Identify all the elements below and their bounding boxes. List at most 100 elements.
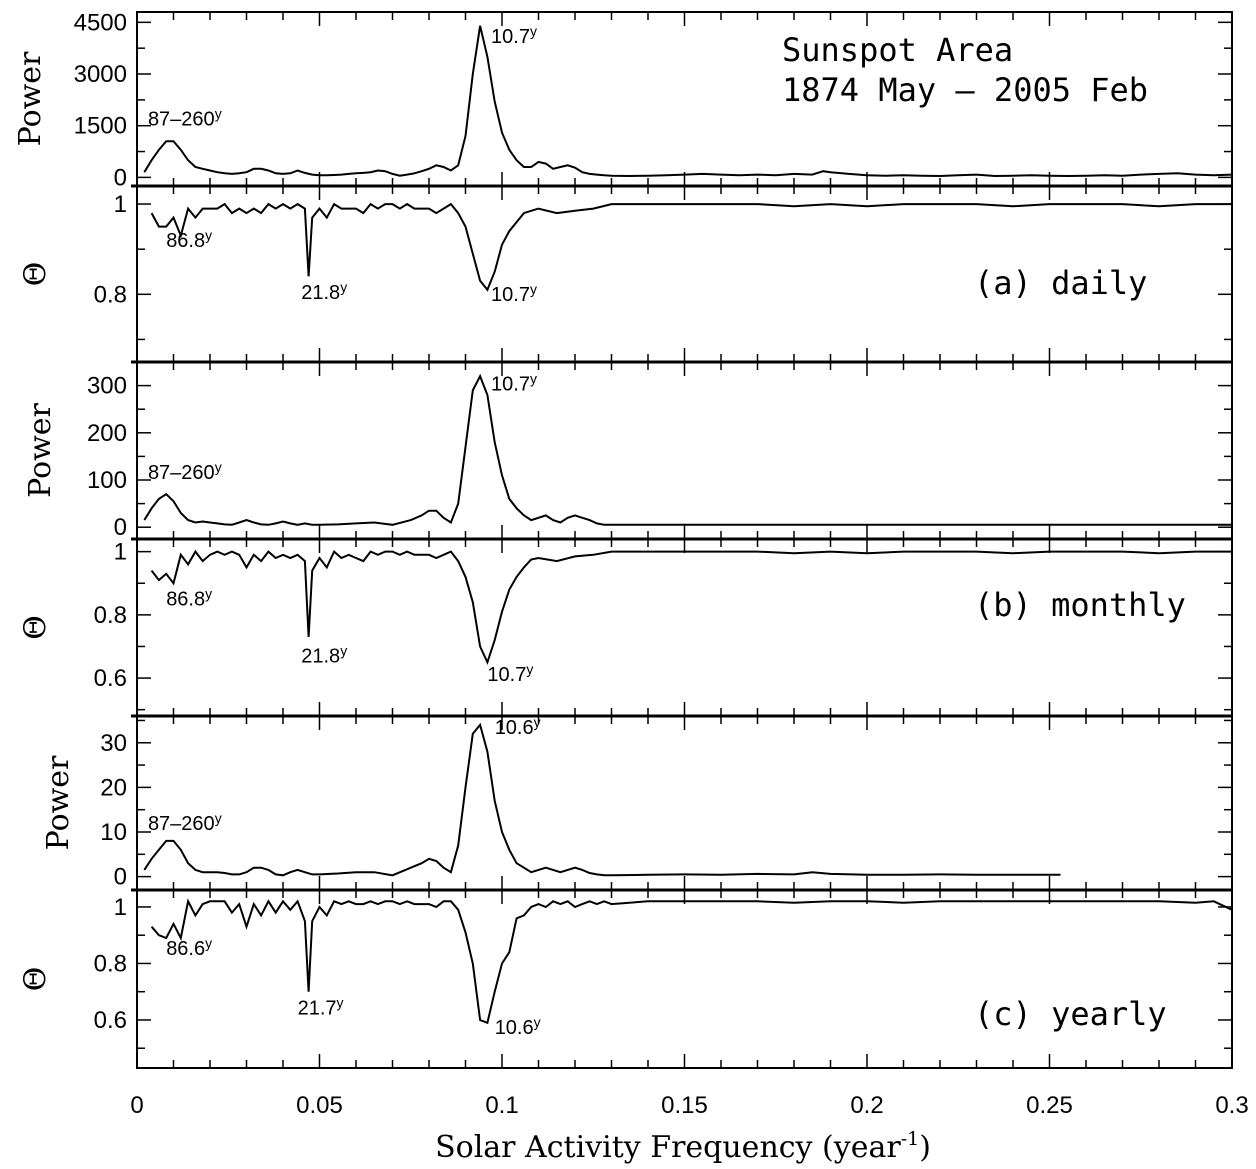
- series-line: [143, 373, 1232, 526]
- y-axis-label: Power: [41, 755, 76, 850]
- chart-title-line-2: 1874 May – 2005 Feb: [782, 71, 1148, 109]
- peak-annotation: 21.8y: [301, 642, 347, 667]
- x-axis-label-superscript: -1: [901, 1128, 920, 1150]
- panel-frame: [136, 715, 1233, 891]
- x-axis-label-main: Solar Activity Frequency (year: [435, 1130, 901, 1165]
- peak-annotation-text: 10.7: [491, 284, 530, 306]
- peak-annotation-superscript: y: [205, 585, 212, 601]
- y-tick-label: 1: [114, 894, 127, 921]
- y-tick-label: 200: [87, 420, 127, 447]
- x-tick-label: 0.05: [296, 1092, 343, 1119]
- peak-annotation-superscript: y: [526, 661, 533, 677]
- peak-annotation-text: 10.7: [491, 26, 530, 48]
- y-tick-label: 0: [114, 164, 127, 191]
- y-tick-label: 30: [100, 730, 127, 757]
- peak-annotation: 21.8y: [301, 279, 347, 304]
- peak-annotation: 87–260y: [148, 459, 222, 484]
- x-axis: 0 0.05 0.1 0.15 0.2 0.25 0.3: [130, 1092, 1248, 1119]
- y-tick-label: 0.8: [94, 602, 127, 629]
- panel-label: (b) monthly: [974, 586, 1186, 624]
- peak-annotation-text: 86.8: [166, 588, 205, 610]
- series-line: [150, 898, 1233, 1025]
- peak-annotation-superscript: y: [215, 106, 222, 122]
- y-tick-label: 4500: [74, 9, 127, 36]
- x-tick-label: 0.15: [661, 1092, 708, 1119]
- peak-annotation-superscript: y: [215, 810, 222, 826]
- peak-annotation-superscript: y: [215, 459, 222, 475]
- x-axis-label: Solar Activity Frequency (year-1): [435, 1128, 931, 1165]
- y-tick-label: 0.8: [94, 950, 127, 977]
- y-tick-label: 300: [87, 373, 127, 400]
- peak-annotation-superscript: y: [530, 23, 537, 39]
- y-tick-label: 3000: [74, 61, 127, 88]
- panel-frame: [136, 361, 1233, 540]
- y-tick-label: 0.6: [94, 1007, 127, 1034]
- panel-3: 0.6 0.8 1 Θ (b) monthly: [18, 537, 1233, 717]
- peak-annotation: 10.7y: [491, 281, 537, 306]
- peak-annotation-text: 86.8: [166, 230, 205, 252]
- x-tick-label: 0.1: [485, 1092, 518, 1119]
- y-tick-label: 0.6: [94, 665, 127, 692]
- peak-annotation-text: 21.8: [301, 645, 340, 667]
- peak-annotation-superscript: y: [534, 714, 541, 730]
- peak-annotation-superscript: y: [340, 279, 347, 295]
- series-line: [150, 202, 1232, 292]
- peak-annotation-superscript: y: [205, 227, 212, 243]
- y-axis-label: Θ: [18, 262, 53, 287]
- peak-annotation-text: 86.6: [166, 938, 205, 960]
- x-axis-label-close: ): [919, 1130, 931, 1165]
- chart-title: Sunspot Area 1874 May – 2005 Feb: [782, 31, 1148, 109]
- y-tick-label: 1500: [74, 113, 127, 140]
- peak-annotation: 10.6y: [495, 1014, 541, 1039]
- peak-annotation-text: 10.7: [491, 373, 530, 395]
- y-tick-label: 0: [114, 514, 127, 541]
- y-axis-label: Power: [13, 51, 48, 146]
- peak-annotation: 10.7y: [491, 370, 537, 395]
- peak-annotation-text: 87–260: [148, 813, 215, 835]
- panel-label: (c) yearly: [974, 995, 1167, 1033]
- peak-annotation-superscript: y: [340, 642, 347, 658]
- x-tick-label: 0: [130, 1092, 143, 1119]
- panel-frame: [136, 889, 1233, 1069]
- peak-annotation-superscript: y: [337, 994, 344, 1010]
- peak-annotation-superscript: y: [530, 281, 537, 297]
- y-tick-label: 0.8: [94, 281, 127, 308]
- peak-annotation: 10.6y: [495, 714, 541, 739]
- peak-annotation: 10.7y: [487, 661, 533, 686]
- peak-annotation-text: 21.7: [298, 997, 337, 1019]
- peak-annotation-superscript: y: [534, 1014, 541, 1030]
- y-tick-label: 10: [100, 819, 127, 846]
- x-tick-label: 0.2: [850, 1092, 883, 1119]
- y-tick-label: 1: [114, 539, 127, 566]
- peak-annotation: 87–260y: [148, 106, 222, 131]
- y-axis-label: Θ: [18, 615, 53, 640]
- peak-annotation-text: 10.6: [495, 1017, 534, 1039]
- panel-4: 0 10 20 30 Power: [41, 714, 1233, 891]
- panel-2: 0 100 200 300 Power: [23, 360, 1233, 541]
- panel-5: 0.6 0.8 1 Θ (c) yearly: [18, 888, 1233, 1069]
- peak-annotation-text: 10.6: [495, 717, 534, 739]
- peak-annotation: 87–260y: [148, 810, 222, 835]
- x-tick-label: 0.3: [1215, 1092, 1248, 1119]
- peak-annotation: 10.7y: [491, 23, 537, 48]
- panel-1: 0.8 1 Θ (a) daily: [18, 184, 1233, 363]
- y-tick-label: 0: [114, 864, 127, 891]
- peak-annotation-superscript: y: [205, 935, 212, 951]
- peak-annotation: 86.6y: [166, 935, 212, 960]
- y-axis-label: Θ: [18, 967, 53, 992]
- peak-annotation: 21.7y: [298, 994, 344, 1019]
- series-line: [143, 25, 1233, 178]
- peak-annotation: 86.8y: [166, 585, 212, 610]
- y-axis-label: Power: [23, 402, 58, 497]
- y-tick-label: 20: [100, 774, 127, 801]
- peak-annotation-text: 10.7: [487, 664, 526, 686]
- series-line: [150, 549, 1232, 666]
- y-tick-label: 1: [114, 191, 127, 218]
- panel-frame: [136, 538, 1233, 717]
- series-line: [143, 722, 1061, 877]
- peak-annotation-text: 21.8: [301, 282, 340, 304]
- x-tick-label: 0.25: [1026, 1092, 1073, 1119]
- peak-annotation-superscript: y: [530, 370, 537, 386]
